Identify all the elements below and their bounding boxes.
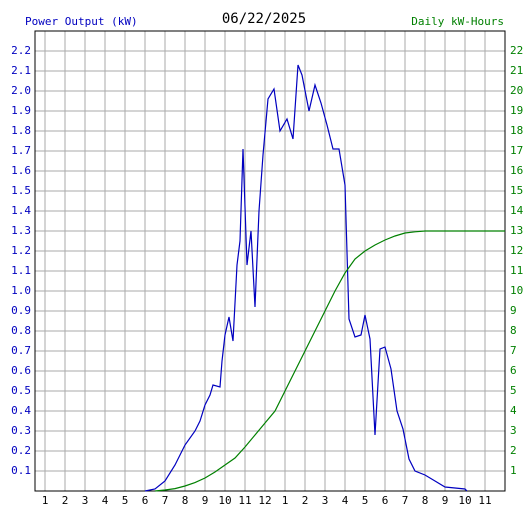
y-tick-label: 0.9 — [11, 304, 31, 317]
x-tick-label: 8 — [182, 494, 189, 507]
y-tick-label: 0.7 — [11, 344, 31, 357]
x-tick-label: 1 — [282, 494, 289, 507]
y2-tick-label: 17 — [510, 144, 523, 157]
y-tick-label: 1.7 — [11, 144, 31, 157]
x-tick-label: 10 — [218, 494, 231, 507]
x-tick-label: 7 — [162, 494, 169, 507]
chart-title: 06/22/2025 — [222, 11, 306, 27]
y-tick-label: 0.2 — [11, 444, 31, 457]
x-tick-label: 7 — [402, 494, 409, 507]
series-line — [144, 64, 468, 492]
y-axis-label: Power Output (kW) — [25, 15, 138, 28]
x-tick-label: 9 — [202, 494, 209, 507]
x-tick-label: 5 — [362, 494, 369, 507]
y2-tick-label: 9 — [510, 304, 517, 317]
series-line — [154, 230, 505, 492]
y-tick-label: 0.8 — [11, 324, 31, 337]
y-tick-label: 0.1 — [11, 464, 31, 477]
y2-tick-label: 18 — [510, 124, 523, 137]
y2-tick-label: 12 — [510, 244, 523, 257]
y2-tick-label: 20 — [510, 84, 523, 97]
y2-tick-label: 5 — [510, 384, 517, 397]
y-tick-label: 2.1 — [11, 64, 31, 77]
y-tick-label: 0.4 — [11, 404, 31, 417]
y-tick-label: 0.3 — [11, 424, 31, 437]
y2-tick-label: 2 — [510, 444, 517, 457]
x-tick-label: 5 — [122, 494, 129, 507]
y-tick-label: 1.8 — [11, 124, 31, 137]
x-tick-label: 6 — [142, 494, 149, 507]
y2-tick-label: 13 — [510, 224, 523, 237]
x-tick-label: 10 — [458, 494, 471, 507]
y2-tick-label: 1 — [510, 464, 517, 477]
x-tick-label: 3 — [82, 494, 89, 507]
y-tick-label: 0.5 — [11, 384, 31, 397]
y2-tick-label: 14 — [510, 204, 524, 217]
y2-tick-label: 4 — [510, 404, 517, 417]
y2-tick-label: 19 — [510, 104, 523, 117]
x-tick-label: 9 — [442, 494, 449, 507]
y2-tick-label: 11 — [510, 264, 523, 277]
y-tick-label: 1.4 — [11, 204, 31, 217]
x-tick-label: 2 — [302, 494, 309, 507]
x-tick-label: 6 — [382, 494, 389, 507]
x-tick-label: 8 — [422, 494, 429, 507]
y-tick-label: 2.0 — [11, 84, 31, 97]
x-tick-label: 4 — [342, 494, 349, 507]
y2-tick-label: 7 — [510, 344, 517, 357]
y-tick-label: 0.6 — [11, 364, 31, 377]
y-tick-label: 1.3 — [11, 224, 31, 237]
y-tick-label: 1.5 — [11, 184, 31, 197]
y-tick-label: 1.1 — [11, 264, 31, 277]
y2-tick-label: 16 — [510, 164, 523, 177]
y2-tick-label: 8 — [510, 324, 517, 337]
y2-axis-label: Daily kW-Hours — [411, 15, 504, 28]
y2-tick-label: 21 — [510, 64, 523, 77]
y-tick-label: 1.2 — [11, 244, 31, 257]
x-tick-label: 2 — [62, 494, 69, 507]
y-tick-label: 2.2 — [11, 44, 31, 57]
x-tick-label: 11 — [478, 494, 491, 507]
x-tick-label: 3 — [322, 494, 329, 507]
y2-tick-label: 22 — [510, 44, 523, 57]
y-tick-label: 1.6 — [11, 164, 31, 177]
y2-tick-label: 15 — [510, 184, 523, 197]
y2-tick-label: 3 — [510, 424, 517, 437]
y-tick-label: 1.9 — [11, 104, 31, 117]
x-tick-label: 12 — [258, 494, 271, 507]
y2-tick-label: 6 — [510, 364, 517, 377]
plot-border — [34, 30, 506, 492]
x-tick-label: 11 — [238, 494, 251, 507]
x-tick-label: 1 — [42, 494, 49, 507]
y-tick-label: 1.0 — [11, 284, 31, 297]
x-tick-label: 4 — [102, 494, 109, 507]
y2-tick-label: 10 — [510, 284, 523, 297]
